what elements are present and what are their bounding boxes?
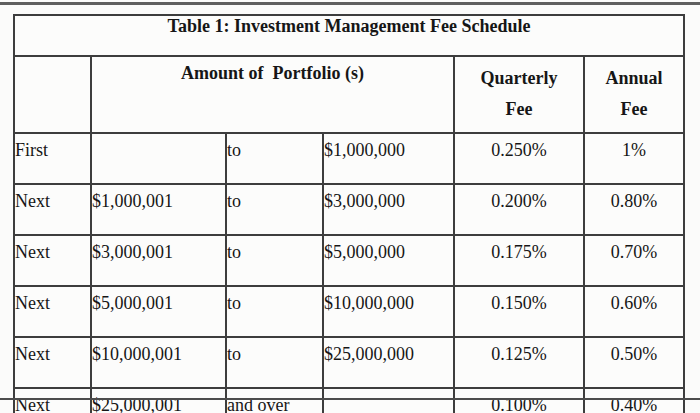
table-row: Next $5,000,001 to $10,000,000 0.150% 0.… <box>14 286 684 337</box>
tier-label-cell: Next <box>14 337 91 388</box>
tier-label-cell: Next <box>14 184 91 235</box>
document-page: Table 1: Investment Management Fee Sched… <box>0 0 700 413</box>
quarterly-fee-cell: 0.125% <box>454 337 584 388</box>
amount-to-cell: $3,000,000 <box>323 184 454 235</box>
bottom-horizontal-rule <box>0 398 700 400</box>
amount-from-cell: $10,000,001 <box>91 337 226 388</box>
title-row: Table 1: Investment Management Fee Sched… <box>14 15 684 56</box>
header-annual-line1: Annual <box>585 63 683 94</box>
range-join-cell: to <box>226 286 323 337</box>
annual-fee-cell: 0.80% <box>584 184 684 235</box>
tier-label-cell: Next <box>14 286 91 337</box>
table-row: First to $1,000,000 0.250% 1% <box>14 133 684 184</box>
amount-from-cell: $25,000,001 <box>91 388 226 413</box>
top-horizontal-rule <box>0 2 700 5</box>
range-join-cell: to <box>226 133 323 184</box>
amount-to-cell: $1,000,000 <box>323 133 454 184</box>
quarterly-fee-cell: 0.175% <box>454 235 584 286</box>
header-annual-line2: Fee <box>585 94 683 125</box>
header-quarterly-line2: Fee <box>455 94 583 125</box>
annual-fee-cell: 1% <box>584 133 684 184</box>
table-row: Next $3,000,001 to $5,000,000 0.175% 0.7… <box>14 235 684 286</box>
range-join-cell: to <box>226 235 323 286</box>
table-row: Next $1,000,001 to $3,000,000 0.200% 0.8… <box>14 184 684 235</box>
tier-label-cell: Next <box>14 235 91 286</box>
amount-to-cell <box>323 388 454 413</box>
tier-label-cell: Next <box>14 388 91 413</box>
range-join-cell: to <box>226 337 323 388</box>
fee-schedule-table: Table 1: Investment Management Fee Sched… <box>13 14 685 413</box>
quarterly-fee-cell: 0.250% <box>454 133 584 184</box>
header-annual-fee: Annual Fee <box>584 56 684 133</box>
amount-from-cell: $1,000,001 <box>91 184 226 235</box>
table-row: Next $25,000,001 and over 0.100% 0.40% <box>14 388 684 413</box>
table-row: Next $10,000,001 to $25,000,000 0.125% 0… <box>14 337 684 388</box>
table-title: Table 1: Investment Management Fee Sched… <box>14 15 684 56</box>
header-row: Amount of Portfolio (s) Quarterly Fee An… <box>14 56 684 133</box>
quarterly-fee-cell: 0.200% <box>454 184 584 235</box>
tier-label-cell: First <box>14 133 91 184</box>
amount-to-cell: $25,000,000 <box>323 337 454 388</box>
amount-from-cell <box>91 133 226 184</box>
amount-to-cell: $5,000,000 <box>323 235 454 286</box>
range-join-cell: and over <box>226 388 323 413</box>
annual-fee-cell: 0.70% <box>584 235 684 286</box>
amount-from-cell: $5,000,001 <box>91 286 226 337</box>
header-empty-cell <box>14 56 91 133</box>
annual-fee-cell: 0.40% <box>584 388 684 413</box>
amount-from-cell: $3,000,001 <box>91 235 226 286</box>
annual-fee-cell: 0.50% <box>584 337 684 388</box>
header-quarterly-line1: Quarterly <box>455 63 583 94</box>
annual-fee-cell: 0.60% <box>584 286 684 337</box>
header-quarterly-fee: Quarterly Fee <box>454 56 584 133</box>
amount-to-cell: $10,000,000 <box>323 286 454 337</box>
header-amount-of-portfolio: Amount of Portfolio (s) <box>91 56 454 133</box>
quarterly-fee-cell: 0.150% <box>454 286 584 337</box>
quarterly-fee-cell: 0.100% <box>454 388 584 413</box>
range-join-cell: to <box>226 184 323 235</box>
